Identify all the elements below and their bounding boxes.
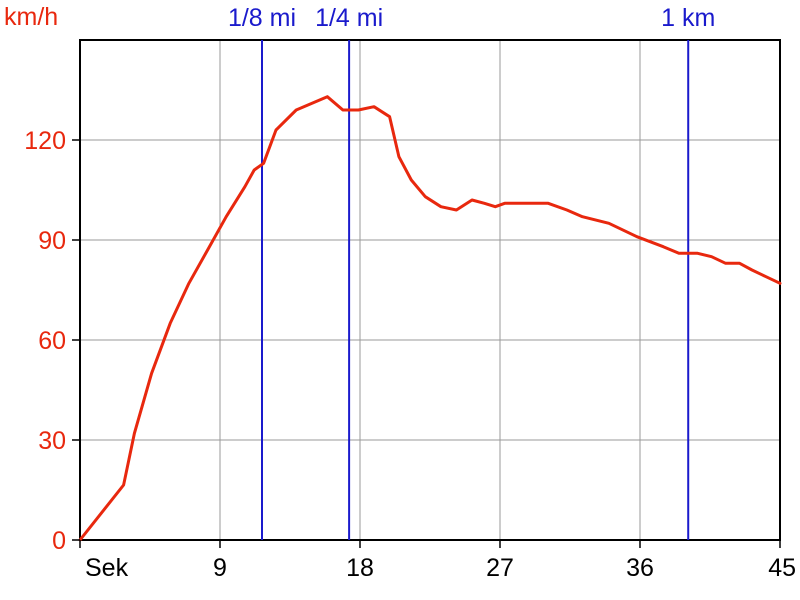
y-tick-label: 60 [38,327,66,355]
y-unit-label: km/h [4,3,58,31]
x-tick-label: 45 [768,554,796,582]
x-unit-label: Sek [85,554,129,582]
distance-marker-label: 1/8 mi [228,4,296,32]
distance-marker-label: 1 km [661,4,715,32]
x-tick-label: 9 [213,554,227,582]
x-tick-label: 18 [346,554,374,582]
y-tick-label: 30 [38,427,66,455]
distance-markers: 1/8 mi 1/4 mi 1 km [228,4,715,540]
y-tick-label: 0 [52,527,66,555]
speed-series-line [78,95,782,542]
x-tick-label: 27 [486,554,514,582]
series-layer [78,95,782,542]
distance-marker-label: 1/4 mi [315,4,383,32]
x-tick-label: 36 [626,554,654,582]
gridlines [80,40,780,540]
tick-labels: 0 30 60 90 120 Sek 9 18 27 36 45 [24,127,796,582]
plot-frame [79,39,781,541]
y-tick-label: 120 [24,127,66,155]
y-tick-label: 90 [38,227,66,255]
